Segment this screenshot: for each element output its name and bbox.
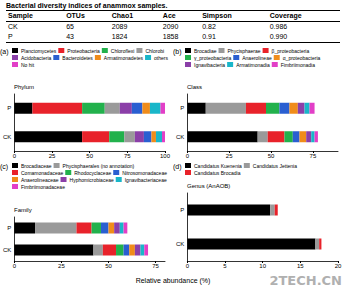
- svg-text:(d): (d): [173, 163, 182, 171]
- svg-text:Nitrosomonadaceae: Nitrosomonadaceae: [122, 170, 167, 176]
- svg-text:Armatimonadia: Armatimonadia: [236, 62, 270, 68]
- svg-text:Brocadiae: Brocadiae: [194, 48, 217, 54]
- html-text:43: 43: [66, 33, 74, 40]
- svg-text:Fimbriimonadaceae: Fimbriimonadaceae: [21, 184, 65, 190]
- svg-text:25: 25: [226, 153, 233, 159]
- html-text:2089: 2089: [111, 23, 128, 30]
- svg-text:Phylum: Phylum: [14, 84, 34, 90]
- svg-text:CK: CK: [3, 247, 11, 253]
- svg-text:Family: Family: [14, 207, 32, 213]
- svg-text:Acidobacteria: Acidobacteria: [21, 55, 52, 61]
- svg-text:Ignavibacteria: Ignavibacteria: [194, 62, 225, 68]
- svg-text:others: others: [154, 55, 168, 61]
- svg-text:50: 50: [268, 153, 275, 159]
- svg-text:Planctomycetes: Planctomycetes: [21, 48, 57, 54]
- svg-text:75: 75: [152, 263, 159, 269]
- html-text:OTUs: OTUs: [66, 12, 85, 19]
- html-text:Chao1: Chao1: [111, 12, 134, 19]
- svg-text:α_proteobacteria: α_proteobacteria: [283, 55, 321, 61]
- svg-text:15: 15: [297, 263, 304, 269]
- svg-text:Ignavibacteriaceae: Ignavibacteriaceae: [125, 177, 167, 183]
- svg-text:Anaerolineae: Anaerolineae: [242, 55, 272, 61]
- html-text:1858: 1858: [162, 33, 179, 40]
- html-text:0.82: 0.82: [202, 23, 216, 30]
- html-text:0.91: 0.91: [202, 33, 216, 40]
- svg-text:75: 75: [310, 153, 317, 159]
- svg-text:10: 10: [259, 263, 266, 269]
- svg-text:Candidatus Jettenia: Candidatus Jettenia: [253, 163, 297, 169]
- svg-text:CK: CK: [3, 134, 11, 140]
- html-text:Sample: Sample: [8, 12, 33, 19]
- svg-text:(c): (c): [0, 163, 8, 171]
- svg-text:Genus (AnAOB): Genus (AnAOB): [187, 183, 230, 189]
- html-text:Relative abundance (%): Relative abundance (%): [135, 277, 211, 284]
- svg-text:Hyphomicrobiaceae: Hyphomicrobiaceae: [70, 177, 114, 183]
- svg-text:Chlorobi: Chlorobi: [145, 48, 164, 54]
- svg-text:Anaerolineaceae: Anaerolineaceae: [21, 177, 59, 183]
- svg-text:γ_proteobacteria: γ_proteobacteria: [194, 55, 231, 61]
- svg-text:Rhodocyclaceae: Rhodocyclaceae: [74, 170, 111, 176]
- svg-text:CK: CK: [176, 241, 184, 247]
- svg-text:Proteobacteria: Proteobacteria: [67, 48, 100, 54]
- html-text:Coverage: Coverage: [269, 12, 302, 19]
- svg-text:0: 0: [186, 153, 190, 159]
- svg-text:Brocadiaceae: Brocadiaceae: [21, 163, 52, 169]
- svg-text:100: 100: [160, 153, 171, 159]
- svg-text:P: P: [180, 207, 184, 213]
- svg-text:CK: CK: [176, 134, 184, 140]
- svg-text:Class: Class: [187, 84, 202, 90]
- html-text:P: P: [8, 33, 13, 40]
- svg-text:β_proteobacteria: β_proteobacteria: [272, 48, 310, 54]
- svg-text:Phycisphaerae: Phycisphaerae: [228, 48, 261, 54]
- svg-text:25: 25: [49, 153, 56, 159]
- html-text:65: 65: [66, 23, 74, 30]
- html-text:0.990: 0.990: [269, 33, 288, 40]
- svg-text:50: 50: [86, 153, 93, 159]
- html-text:Ace: Ace: [162, 12, 176, 19]
- svg-text:Bacteroidetes: Bacteroidetes: [62, 55, 93, 61]
- svg-text:0: 0: [186, 263, 190, 269]
- svg-text:Candidatus Kuenenia: Candidatus Kuenenia: [194, 163, 242, 169]
- svg-text:No hit: No hit: [21, 62, 35, 68]
- svg-text:Comamonadaceae: Comamonadaceae: [21, 170, 63, 176]
- svg-text:0: 0: [13, 263, 17, 269]
- html-text:2TECH.CN: 2TECH.CN: [269, 273, 342, 288]
- html-text:Simpson: Simpson: [202, 12, 232, 19]
- html-text:CK: CK: [8, 23, 18, 30]
- svg-text:20: 20: [335, 263, 342, 269]
- svg-text:P: P: [7, 225, 11, 231]
- svg-text:Chloroflexi: Chloroflexi: [111, 48, 135, 54]
- svg-text:Armatimonadetes: Armatimonadetes: [104, 55, 144, 61]
- svg-text:Fimbriimonadia: Fimbriimonadia: [281, 62, 315, 68]
- html-text:1824: 1824: [111, 33, 128, 40]
- svg-text:(a): (a): [0, 48, 9, 56]
- svg-text:5: 5: [223, 263, 227, 269]
- svg-text:Phycisphaerales (no annotation: Phycisphaerales (no annotation): [63, 163, 135, 169]
- svg-text:25: 25: [58, 263, 65, 269]
- svg-text:50: 50: [105, 263, 112, 269]
- svg-text:75: 75: [124, 153, 131, 159]
- svg-text:(b): (b): [173, 48, 182, 56]
- html-text:2090: 2090: [162, 23, 179, 30]
- svg-text:0: 0: [13, 153, 17, 159]
- svg-text:P: P: [7, 105, 11, 111]
- svg-text:Candidatus Brocadia: Candidatus Brocadia: [194, 170, 241, 176]
- html-text:0.986: 0.986: [269, 23, 288, 30]
- svg-text:P: P: [180, 105, 184, 111]
- html-text:Bacterial diversity indices of: Bacterial diversity indices of anammox s…: [6, 2, 168, 9]
